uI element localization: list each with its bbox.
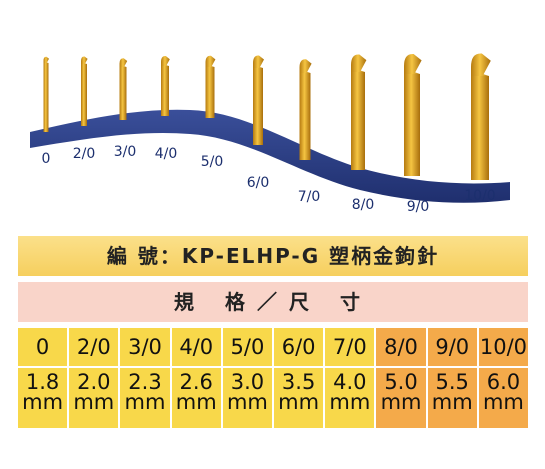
size-mm-cell: 3.0 mm (222, 368, 273, 428)
size-mm-value: 1.8 (25, 370, 60, 394)
size-mm-cell: 4.0 mm (325, 368, 375, 428)
size-code-cell: 9/0 (427, 328, 477, 366)
size-code-cell: 10/0 (478, 328, 529, 366)
size-code-cell: 8/0 (376, 328, 426, 366)
size-mm-cell: 5.5 mm (427, 368, 477, 428)
size-mm-row: 1.8 mm 2.0 mm 2.3 mm 2.6 mm 3.0 mm 3.5 mm 4.0 mm 5.0 mm… (18, 368, 529, 428)
size-mm-value: 3.0 (230, 370, 265, 394)
size-code-cell: 6/0 (274, 328, 324, 366)
product-title-row: 編 號：KP-ELHP-G 塑柄金鉤針 (18, 236, 528, 276)
size-mm-unit: mm (380, 390, 422, 414)
size-mm-cell: 2.3 mm (120, 368, 170, 428)
size-mm-unit: mm (329, 390, 371, 414)
crochet-hook-icon (253, 55, 264, 145)
size-code-cell: 4/0 (171, 328, 221, 366)
size-mm-value: 2.0 (77, 370, 111, 394)
size-mm-unit: mm (124, 390, 166, 414)
hook-size-label: 3/0 (114, 144, 137, 160)
size-code-cell: 2/0 (69, 328, 119, 366)
size-code-row: 0 2/0 3/0 4/0 5/0 6/0 7/0 8/0 9/0 10/0 (18, 328, 529, 366)
crochet-hook-icon (471, 53, 491, 180)
size-mm-unit: mm (431, 390, 473, 414)
specification-table: 編 號：KP-ELHP-G 塑柄金鉤針 規 格／尺 寸 0 2/0 3/0 4/0 5/… (18, 236, 529, 428)
hook-size-label: 4/0 (155, 146, 178, 162)
size-mm-unit: mm (482, 390, 524, 414)
crochet-hook-icon (43, 56, 49, 132)
hook-size-label: 6/0 (247, 175, 270, 191)
size-mm-unit: mm (22, 390, 64, 414)
hook-size-label: 7/0 (298, 189, 321, 205)
hook-size-label: 0 (42, 151, 51, 167)
size-code-cell: 0 (18, 328, 68, 366)
crochet-hook-icon (351, 54, 367, 170)
hook-size-label: 8/0 (352, 197, 375, 213)
spec-header-row: 規 格／尺 寸 (18, 282, 528, 322)
hook-size-label: 9/0 (407, 199, 430, 215)
size-mm-value: 4.0 (333, 370, 367, 394)
crochet-hook-icon (81, 56, 88, 126)
hook-size-label: 10/0 (464, 188, 495, 204)
size-mm-unit: mm (278, 390, 320, 414)
crochet-hooks-photo: 0 2/0 3/0 4/0 5/0 6/0 7/0 8/0 9/0 10/0 (28, 40, 510, 215)
crochet-hook-icon (404, 53, 422, 176)
size-mm-value: 2.6 (179, 370, 213, 394)
size-mm-unit: mm (73, 390, 115, 414)
hook-size-label: 2/0 (73, 146, 96, 162)
crochet-hook-icon (299, 59, 312, 160)
crochet-hook-icon (161, 55, 170, 116)
size-mm-value: 6.0 (486, 370, 521, 394)
size-mm-cell: 1.8 mm (18, 368, 68, 428)
size-mm-value: 5.5 (435, 370, 469, 394)
hook-size-label: 5/0 (201, 154, 224, 170)
size-mm-cell: 2.0 mm (69, 368, 119, 428)
crochet-hook-icon (119, 58, 128, 120)
size-code-cell: 5/0 (222, 328, 273, 366)
size-mm-cell: 3.5 mm (274, 368, 324, 428)
size-mm-cell: 6.0 mm (478, 368, 529, 428)
size-mm-cell: 5.0 mm (376, 368, 426, 428)
size-mm-unit: mm (226, 390, 268, 414)
size-mm-cell: 2.6 mm (171, 368, 221, 428)
size-mm-value: 3.5 (281, 370, 316, 394)
size-code-cell: 3/0 (120, 328, 170, 366)
crochet-hook-icon (205, 55, 216, 118)
wave-shape (30, 109, 510, 203)
size-mm-value: 2.3 (128, 370, 162, 394)
size-mm-value: 5.0 (384, 370, 418, 394)
size-code-cell: 7/0 (325, 328, 375, 366)
size-mm-unit: mm (175, 390, 217, 414)
